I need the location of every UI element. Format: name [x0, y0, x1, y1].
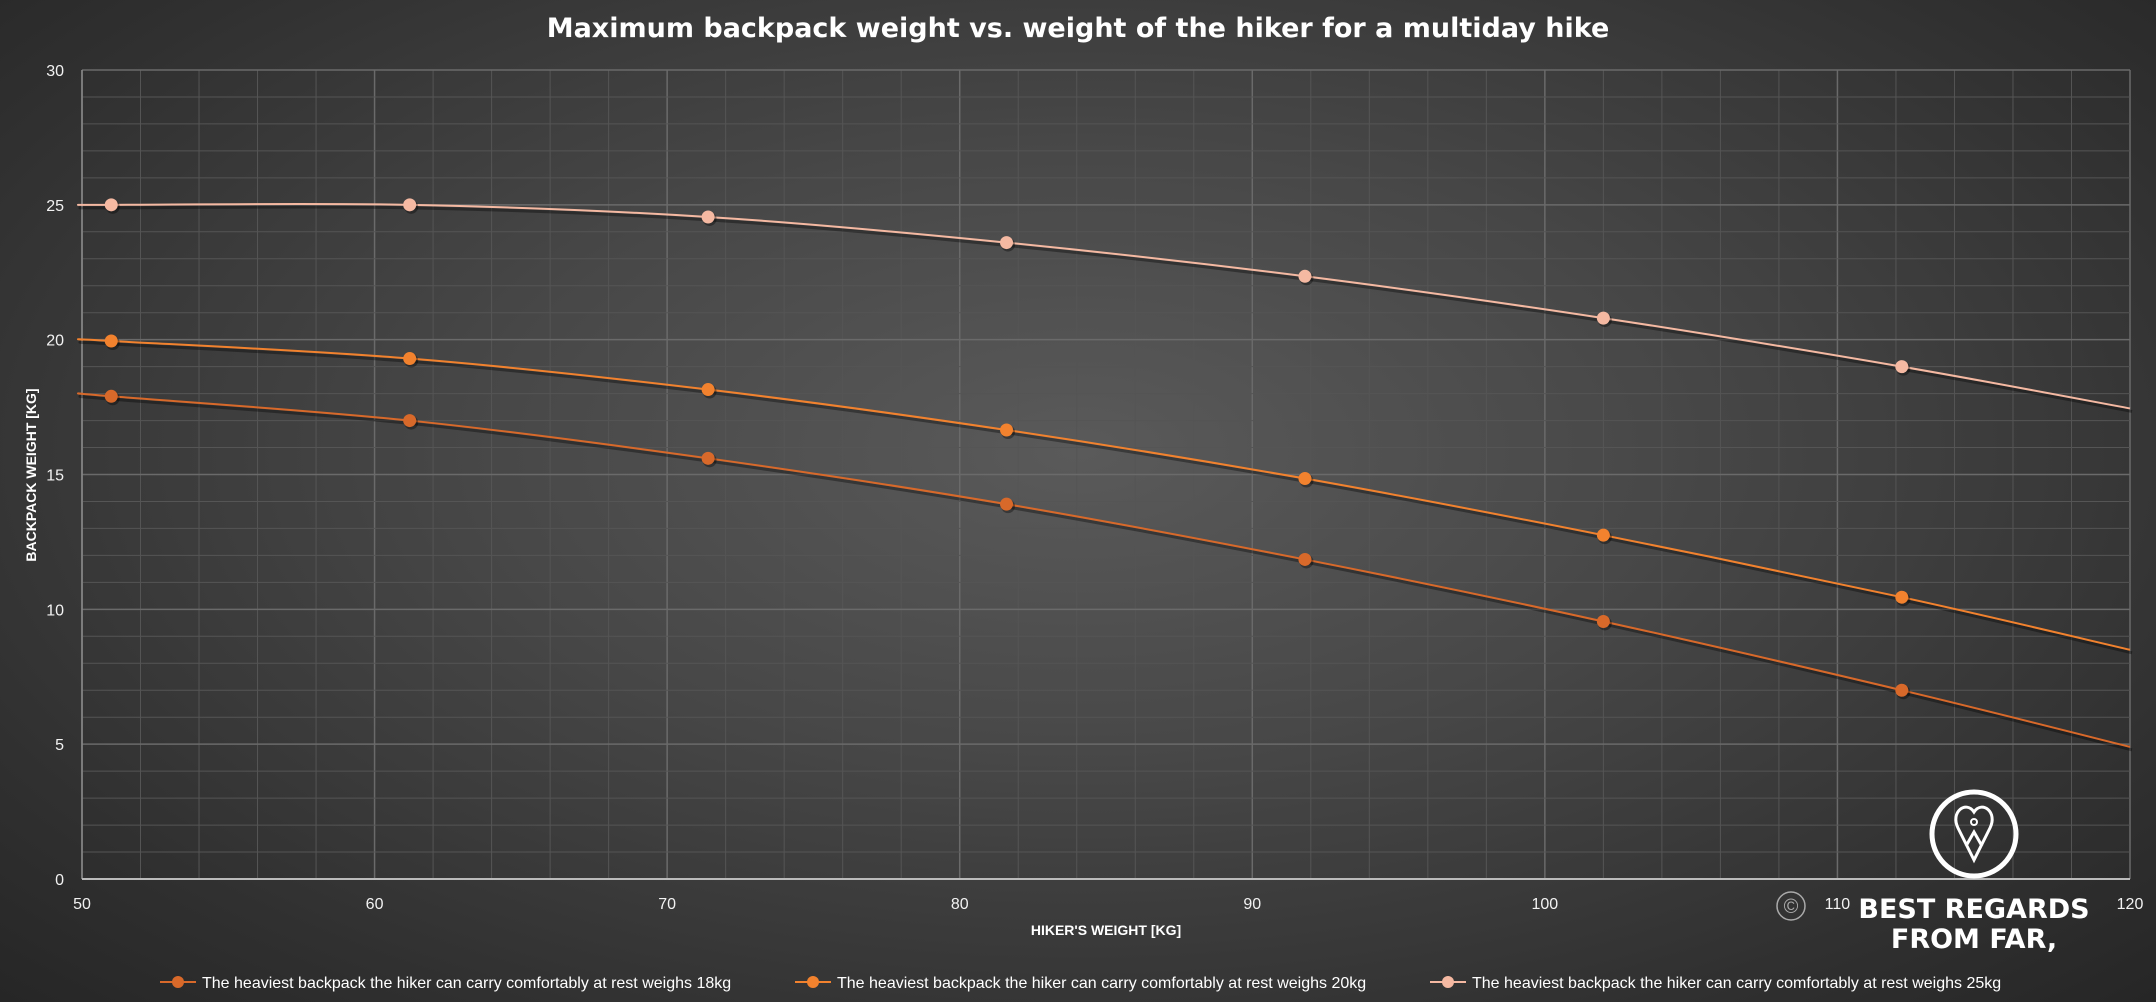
data-point	[104, 389, 118, 403]
series-group	[76, 198, 2133, 752]
x-tick-label: 110	[1825, 896, 1851, 913]
logo-heart-icon	[1954, 805, 1994, 864]
legend-marker-icon	[172, 976, 184, 988]
legend-label: The heaviest backpack the hiker can carr…	[837, 975, 1366, 992]
legend-item-0: The heaviest backpack the hiker can carr…	[160, 975, 731, 992]
legend: The heaviest backpack the hiker can carr…	[160, 975, 2001, 992]
data-point	[1298, 472, 1312, 486]
data-point	[403, 352, 417, 366]
copyright-symbol: ©	[1784, 896, 1799, 918]
data-point	[701, 451, 715, 465]
x-axis-label: HIKER'S WEIGHT [KG]	[1031, 922, 1181, 938]
legend-item-1: The heaviest backpack the hiker can carr…	[795, 975, 1366, 992]
data-point	[701, 383, 715, 397]
data-point	[1298, 269, 1312, 283]
chart-title: Maximum backpack weight vs. weight of th…	[547, 13, 1610, 44]
logo-circle-icon	[1929, 789, 2019, 879]
data-point	[104, 198, 118, 212]
data-point	[1596, 528, 1610, 542]
series-line-shadow	[78, 205, 2133, 413]
legend-label: The heaviest backpack the hiker can carr…	[1472, 975, 2001, 992]
series-0	[76, 389, 2133, 752]
logo-text-line2: FROM FAR,	[1891, 924, 2057, 955]
axes: 50 60 70 80 90 100 110 120 0 5 10 15 20 25 30	[46, 63, 2143, 913]
data-point	[1596, 311, 1610, 325]
grid	[81, 69, 2131, 880]
x-tick-label: 50	[73, 896, 91, 913]
copyright-icon	[1776, 891, 1806, 921]
x-tick-label: 70	[658, 896, 676, 913]
legend-marker-icon	[807, 976, 819, 988]
y-tick-label: 15	[46, 468, 64, 485]
legend-marker-icon	[1442, 976, 1454, 988]
y-tick-label: 20	[46, 333, 64, 350]
data-point	[1895, 683, 1909, 697]
y-tick-label: 0	[55, 872, 64, 889]
series-line-shadow	[78, 340, 2133, 655]
data-point	[701, 210, 715, 224]
y-tick-label: 5	[55, 737, 64, 754]
series-line	[76, 392, 2131, 748]
data-point	[403, 414, 417, 428]
x-tick-label: 60	[366, 896, 384, 913]
watermark-logo: BEST REGARDS FROM FAR, ©	[1776, 789, 2090, 955]
y-tick-label: 25	[46, 198, 64, 215]
y-tick-label: 10	[46, 602, 64, 619]
y-tick-label: 30	[46, 63, 64, 80]
series-line	[76, 338, 2131, 651]
data-point	[1000, 236, 1014, 250]
series-line-shadow	[78, 394, 2133, 752]
data-point	[1000, 423, 1014, 437]
x-tick-label: 90	[1243, 896, 1261, 913]
y-axis-label: BACKPACK WEIGHT [KG]	[23, 388, 39, 561]
x-tick-label: 100	[1532, 896, 1559, 913]
data-point	[1596, 614, 1610, 628]
series-1	[76, 334, 2133, 655]
logo-text-line1: BEST REGARDS	[1858, 894, 2089, 925]
x-tick-label: 80	[951, 896, 969, 913]
data-point	[1895, 360, 1909, 374]
x-tick-label: 120	[2117, 896, 2144, 913]
data-point	[1000, 497, 1014, 511]
series-2	[76, 198, 2133, 413]
data-point	[104, 334, 118, 348]
legend-item-2: The heaviest backpack the hiker can carr…	[1430, 975, 2001, 992]
series-line	[76, 202, 2131, 410]
data-point	[1298, 552, 1312, 566]
data-point	[1895, 590, 1909, 604]
legend-label: The heaviest backpack the hiker can carr…	[202, 975, 731, 992]
data-point	[403, 198, 417, 212]
